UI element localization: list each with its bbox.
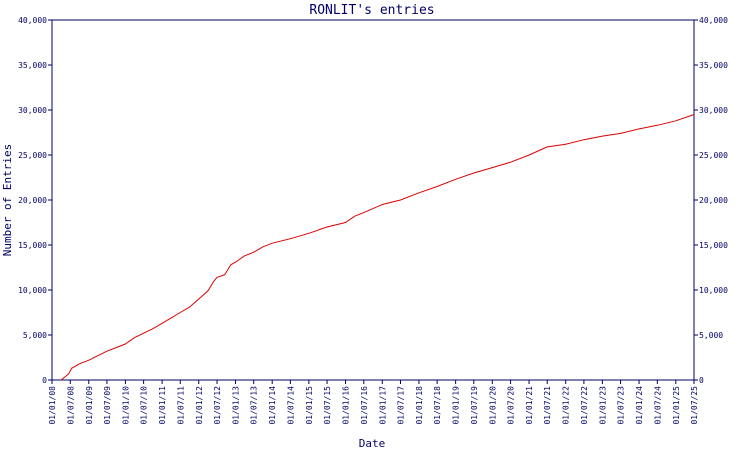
y-tick-label-left: 25,000 (18, 151, 47, 160)
x-tick-label: 01/07/14 (286, 386, 295, 425)
y-tick-label-right: 0 (699, 376, 704, 385)
x-tick-label: 01/07/15 (323, 386, 332, 425)
x-tick-label: 01/07/24 (653, 386, 662, 425)
x-tick-label: 01/07/20 (507, 386, 516, 425)
x-tick-label: 01/01/20 (488, 386, 497, 425)
x-tick-label: 01/01/17 (378, 386, 387, 425)
x-axis-label: Date (359, 437, 386, 450)
x-tick-label: 01/07/16 (360, 386, 369, 425)
x-tick-label: 01/01/11 (158, 386, 167, 425)
y-tick-label-left: 10,000 (18, 286, 47, 295)
x-tick-label: 01/01/10 (121, 386, 130, 425)
x-tick-label: 01/01/21 (525, 386, 534, 425)
y-tick-label-right: 5,000 (699, 331, 723, 340)
x-tick-label: 01/07/22 (580, 386, 589, 425)
y-tick-label-left: 5,000 (23, 331, 47, 340)
x-tick-label: 01/07/25 (690, 386, 699, 425)
x-tick-label: 01/07/17 (396, 386, 405, 425)
y-tick-label-right: 35,000 (699, 61, 728, 70)
x-tick-label: 01/01/09 (85, 386, 94, 425)
x-tick-label: 01/01/23 (598, 386, 607, 425)
y-axis-label: Number of Entries (1, 144, 14, 257)
y-tick-label-left: 30,000 (18, 106, 47, 115)
y-tick-label-right: 40,000 (699, 16, 728, 25)
x-tick-label: 01/01/13 (232, 386, 241, 425)
entries-series-line (60, 114, 695, 381)
y-tick-label-left: 40,000 (18, 16, 47, 25)
x-tick-label: 01/07/23 (617, 386, 626, 425)
plot-frame (51, 19, 695, 381)
x-tick-label: 01/07/12 (213, 386, 222, 425)
x-tick-label: 01/01/16 (342, 386, 351, 425)
x-tick-label: 01/01/19 (452, 386, 461, 425)
x-tick-label: 01/07/08 (66, 386, 75, 425)
y-tick-label-right: 15,000 (699, 241, 728, 250)
x-tick-label: 01/01/14 (268, 386, 277, 425)
x-tick-label: 01/07/18 (433, 386, 442, 425)
x-tick-label: 01/07/13 (250, 386, 259, 425)
y-tick-label-right: 30,000 (699, 106, 728, 115)
x-tick-label: 01/01/18 (415, 386, 424, 425)
x-tick-label: 01/01/22 (562, 386, 571, 425)
chart-title: RONLIT's entries (309, 3, 434, 18)
y-tick-label-left: 0 (42, 376, 47, 385)
y-tick-label-right: 20,000 (699, 196, 728, 205)
x-tick-label: 01/01/15 (305, 386, 314, 425)
x-tick-label: 01/07/09 (103, 386, 112, 425)
y-tick-label-left: 15,000 (18, 241, 47, 250)
x-tick-label: 01/01/08 (48, 386, 57, 425)
x-tick-label: 01/01/25 (672, 386, 681, 425)
x-tick-label: 01/01/12 (195, 386, 204, 425)
x-tick-label: 01/07/19 (470, 386, 479, 425)
x-tick-label: 01/07/21 (543, 386, 552, 425)
y-tick-label-right: 25,000 (699, 151, 728, 160)
x-tick-label: 01/01/24 (635, 386, 644, 425)
x-tick-label: 01/07/10 (140, 386, 149, 425)
y-tick-label-left: 20,000 (18, 196, 47, 205)
y-tick-label-right: 10,000 (699, 286, 728, 295)
x-tick-label: 01/07/11 (176, 386, 185, 425)
y-tick-label-left: 35,000 (18, 61, 47, 70)
